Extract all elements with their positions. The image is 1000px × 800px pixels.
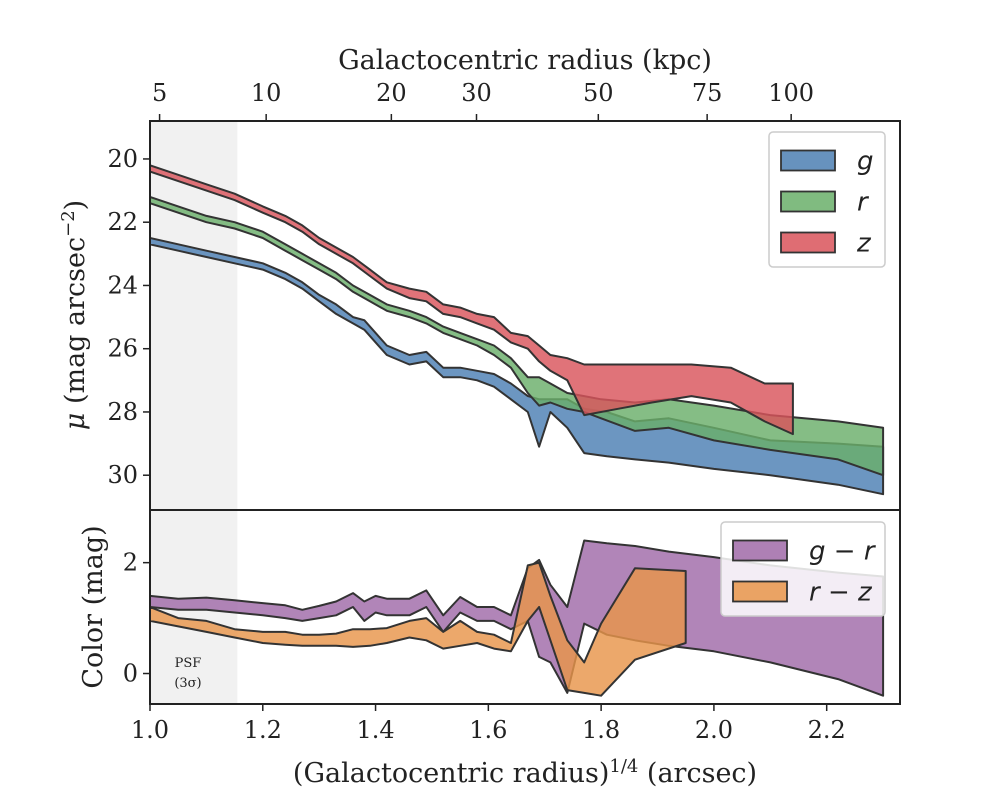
sb-legend-label-r: r [857,188,870,218]
top-panel-axes: 20 22 24 26 28 30 5 10 20 30 50 75 100 [107,79,814,489]
top-x-tick-label: 20 [376,79,407,107]
top-legend: grz [768,131,886,268]
y-tick-label-top: 26 [107,335,138,363]
color-series [150,539,885,697]
sb-legend-swatch-g [780,149,836,172]
y-tick-label-top: 30 [107,461,138,489]
bottom-panel-frame [149,509,901,705]
sb-band-r [150,195,885,477]
psf-note-line2: (3σ) [174,676,201,691]
y-tick-label-bottom: 0 [123,660,138,688]
color-legend-swatch-g-r [732,539,788,562]
bottom-legend: g − r r − z [720,521,886,617]
color-legend-label-r-z: r − z [809,578,873,608]
x-tick-label: 1.2 [244,716,282,744]
y-tick-label-top: 24 [107,271,138,299]
top-x-tick-label: 30 [461,79,492,107]
bottom-x-axis-title: (Galactocentric radius)1/4 (arcsec) [293,756,757,789]
y-tick-label-top: 22 [107,208,138,236]
x-tick-label: 2.0 [695,716,733,744]
y-tick-label-top: 20 [107,145,138,173]
x-tick-label: 1.0 [131,716,169,744]
sb-legend-label-g: g [857,147,874,177]
y-tick-label-bottom: 2 [123,549,138,577]
sb-legend-swatch-z [780,231,836,254]
top-x-tick-label: 50 [583,79,614,107]
x-tick-label: 1.8 [582,716,620,744]
sb-band-z [150,164,794,436]
surface-brightness-series [150,164,885,496]
color-legend-label-g-r: g − r [809,537,877,567]
x-tick-label: 2.2 [808,716,846,744]
top-x-tick-label: 100 [768,79,814,107]
sb-legend-label-z: z [856,229,872,259]
top-x-tick-label: 10 [251,79,282,107]
bottom-panel-axes: 0 2 1.0 1.2 1.4 1.6 1.8 2.0 2.2 [123,549,846,744]
top-x-tick-label: 5 [152,79,167,107]
color-legend-swatch-r-z [732,580,788,603]
y-tick-label-top: 28 [107,398,138,426]
x-tick-label: 1.4 [356,716,394,744]
top-x-tick-label: 75 [692,79,723,107]
psf-note-line1: PSF [175,656,202,671]
color-band-r-z [150,561,687,697]
top-y-axis-title: μ (mag arcsec−2) [58,200,91,430]
bottom-y-axis-title: Color (mag) [78,525,109,688]
top-x-axis-title: Galactocentric radius (kpc) [338,45,712,76]
sb-legend-swatch-r [780,190,836,213]
x-tick-label: 1.6 [469,716,507,744]
